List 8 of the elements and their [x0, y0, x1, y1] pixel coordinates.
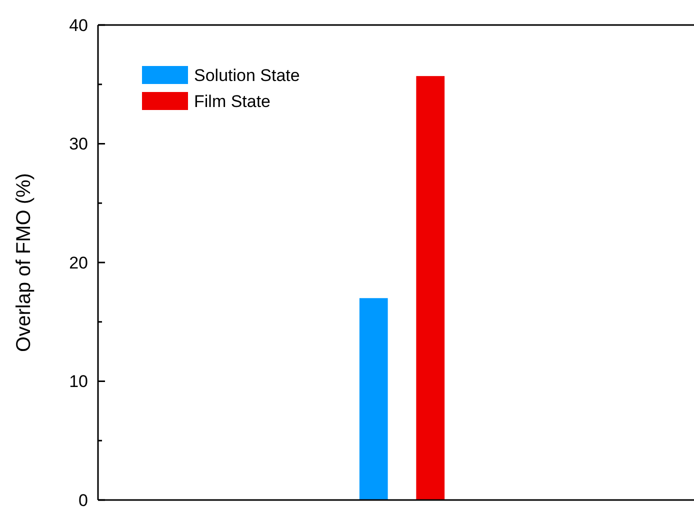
y-tick-label: 30	[69, 134, 88, 154]
y-tick-label: 10	[69, 372, 88, 392]
legend-label: Film State	[194, 92, 271, 111]
y-axis-title: Overlap of FMO (%)	[13, 173, 35, 352]
legend-label: Solution State	[194, 66, 300, 85]
y-tick-label: 0	[78, 490, 88, 510]
y-tick-label: 20	[69, 253, 88, 272]
y-tick-label: 40	[69, 16, 88, 35]
